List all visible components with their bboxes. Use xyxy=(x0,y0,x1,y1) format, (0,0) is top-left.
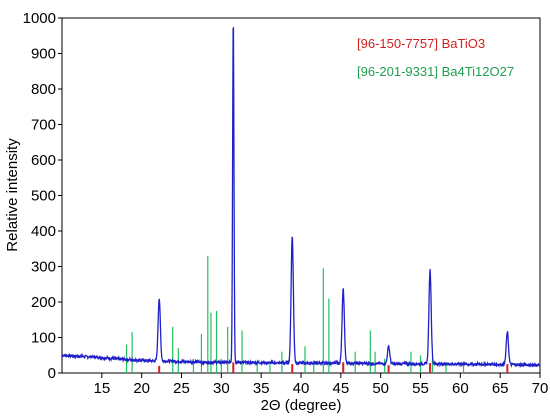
batio3-reference-sticks xyxy=(158,362,509,373)
measured-pattern-line xyxy=(61,26,541,369)
legend-entry-batio3: [96-150-7757] BaTiO3 xyxy=(357,36,485,51)
y-tick-label: 100 xyxy=(31,330,56,347)
plot-area xyxy=(61,17,541,374)
legend-entry-ba4ti12o27: [96-201-9331] Ba4Ti12O27 xyxy=(357,64,514,79)
y-tick-label: 0 xyxy=(48,365,56,382)
x-tick-label: 60 xyxy=(452,380,469,397)
x-tick-label: 20 xyxy=(133,380,150,397)
y-tick-label: 900 xyxy=(31,46,56,63)
y-tick-label: 400 xyxy=(31,223,56,240)
y-axis-title: Relative intensity xyxy=(4,138,21,252)
x-tick-label: 45 xyxy=(332,380,349,397)
x-tick-label: 65 xyxy=(492,380,509,397)
x-axis-title: 2Θ (degree) xyxy=(261,397,342,414)
x-tick-label: 30 xyxy=(213,380,230,397)
y-tick-label: 600 xyxy=(31,152,56,169)
x-tick-label: 70 xyxy=(532,380,549,397)
y-tick-label: 1000 xyxy=(23,10,56,27)
x-tick-label: 55 xyxy=(412,380,429,397)
measured-pattern xyxy=(61,26,541,369)
legend: [96-150-7757] BaTiO3 [96-201-9331] Ba4Ti… xyxy=(357,36,514,79)
y-tick-label: 800 xyxy=(31,81,56,98)
y-axis-ticks: 0 100 200 300 400 500 600 700 800 900 1000 xyxy=(23,10,62,382)
y-tick-label: 200 xyxy=(31,294,56,311)
x-axis-ticks: 15 20 25 30 35 40 45 50 55 60 65 70 xyxy=(93,373,548,397)
x-tick-label: 15 xyxy=(93,380,110,397)
y-tick-label: 700 xyxy=(31,117,56,134)
x-tick-label: 50 xyxy=(372,380,389,397)
x-tick-label: 40 xyxy=(293,380,310,397)
x-tick-label: 25 xyxy=(173,380,190,397)
x-tick-label: 35 xyxy=(253,380,270,397)
y-tick-label: 300 xyxy=(31,259,56,276)
y-tick-label: 500 xyxy=(31,188,56,205)
